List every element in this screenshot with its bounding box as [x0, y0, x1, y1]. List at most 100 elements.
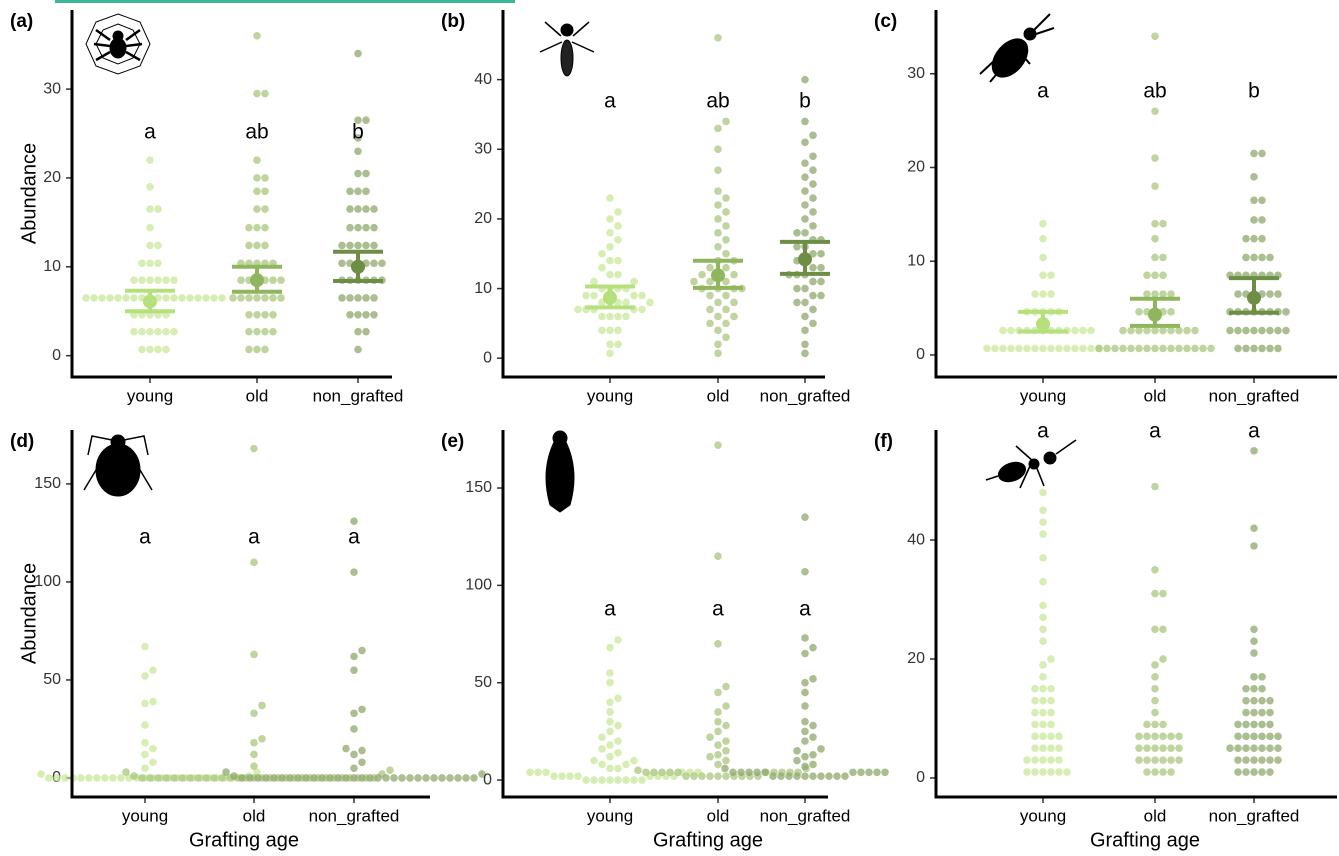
data-point [690, 277, 698, 286]
data-point [722, 263, 730, 272]
data-point [590, 277, 598, 286]
data-point [614, 208, 622, 216]
data-point [162, 276, 170, 284]
data-point [1234, 326, 1242, 335]
data-point [354, 205, 362, 213]
data-point [1258, 720, 1266, 729]
data-point [614, 326, 622, 335]
data-point [809, 319, 817, 328]
data-point [146, 223, 154, 232]
data-point [1151, 253, 1159, 262]
data-point [598, 776, 606, 784]
data-point [406, 774, 414, 782]
data-point [1039, 518, 1047, 526]
data-point [354, 49, 362, 58]
data-point [1191, 326, 1199, 335]
data-point [245, 310, 253, 319]
data-point [1143, 720, 1151, 729]
significance-letter: a [712, 598, 724, 621]
data-point [218, 294, 226, 302]
data-point [1095, 344, 1103, 353]
data-point [1250, 253, 1258, 262]
data-point [250, 650, 258, 659]
data-point [1055, 744, 1063, 753]
data-point [154, 345, 162, 354]
data-point [801, 567, 809, 576]
data-point [1266, 344, 1274, 353]
data-point [346, 187, 354, 196]
data-point [1282, 308, 1290, 316]
data-point [606, 229, 614, 237]
data-point [1159, 253, 1167, 262]
data-point [1151, 625, 1159, 634]
data-point [606, 312, 614, 321]
x-tick-label: non_grafted [1209, 806, 1300, 825]
data-point [1135, 344, 1143, 353]
data-point [354, 241, 362, 250]
data-point [1242, 708, 1250, 717]
data-point [606, 678, 614, 687]
data-point [141, 750, 149, 759]
mean-point [1036, 317, 1050, 332]
data-point [358, 746, 366, 755]
data-point [1135, 326, 1143, 335]
data-point [666, 768, 674, 777]
data-point [170, 294, 178, 302]
data-point [149, 744, 157, 753]
data-point [1047, 744, 1055, 753]
data-point [634, 766, 642, 775]
data-point [378, 259, 386, 268]
data-point [534, 768, 542, 777]
data-point [1250, 216, 1258, 224]
data-point [542, 768, 550, 777]
data-point [630, 291, 638, 300]
data-point [286, 774, 294, 782]
data-point [582, 776, 590, 784]
data-point [1039, 732, 1047, 741]
data-point [809, 166, 817, 174]
x-tick-label: young [122, 806, 168, 825]
panel-label: (d) [10, 431, 34, 452]
data-point [801, 513, 809, 522]
data-point [1183, 344, 1191, 353]
x-axis-title: Grafting age [189, 829, 299, 851]
data-point [202, 294, 210, 302]
data-point [606, 326, 614, 335]
data-point [390, 774, 398, 782]
data-point [245, 327, 253, 336]
beetle-icon [979, 13, 1055, 83]
data-point [809, 208, 817, 216]
data-point [1207, 344, 1215, 353]
data-point [138, 276, 146, 284]
data-point [714, 326, 722, 335]
data-point [801, 727, 809, 736]
data-point [706, 733, 714, 742]
significance-letter: a [248, 526, 260, 549]
data-point [801, 349, 809, 358]
data-point [614, 694, 622, 703]
data-point [722, 291, 730, 300]
data-point [849, 768, 857, 777]
data-point [841, 772, 849, 780]
data-point [606, 669, 614, 677]
data-point [253, 223, 261, 232]
mean-point [603, 290, 617, 305]
data-point [817, 745, 825, 753]
y-tick-label: 40 [907, 531, 925, 548]
data-point [1175, 326, 1183, 335]
data-point [1151, 744, 1159, 753]
data-point [714, 201, 722, 209]
x-tick-label: old [246, 386, 269, 405]
data-point [1143, 290, 1151, 298]
data-point [250, 750, 258, 759]
data-point [350, 725, 358, 733]
data-point [1031, 720, 1039, 729]
data-point [178, 774, 186, 782]
significance-letter: a [144, 121, 156, 144]
data-point [1039, 219, 1047, 228]
data-point [1258, 756, 1266, 764]
x-tick-label: young [587, 806, 633, 825]
data-point [141, 642, 149, 651]
data-point [1159, 589, 1167, 598]
data-point [1151, 32, 1159, 41]
